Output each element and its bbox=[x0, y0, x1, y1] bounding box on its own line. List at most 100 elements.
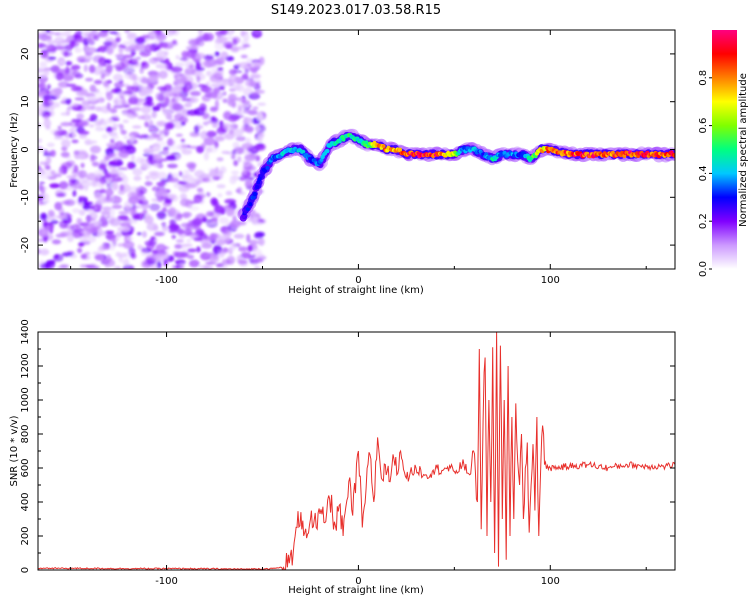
y-tick-label: 0 bbox=[20, 567, 31, 573]
noise-dot bbox=[110, 138, 115, 144]
noise-dot bbox=[251, 221, 264, 226]
noise-dot bbox=[157, 171, 167, 181]
noise-dot bbox=[140, 87, 152, 95]
noise-dot bbox=[230, 76, 238, 84]
noise-dot bbox=[208, 171, 221, 178]
noise-dot bbox=[93, 34, 100, 41]
noise-dot bbox=[246, 233, 251, 243]
track-sample bbox=[245, 207, 250, 211]
noise-dot bbox=[112, 264, 118, 269]
colorbar-scale bbox=[712, 30, 737, 269]
noise-dot bbox=[215, 57, 225, 66]
track-sample bbox=[255, 185, 260, 189]
noise-dot bbox=[203, 177, 215, 183]
noise-dot bbox=[193, 237, 203, 242]
noise-dot bbox=[109, 217, 121, 227]
noise-dot bbox=[171, 263, 176, 269]
noise-dot bbox=[176, 228, 185, 235]
noise-dot bbox=[247, 63, 255, 67]
noise-dot bbox=[225, 190, 233, 196]
noise-dot bbox=[206, 211, 214, 217]
noise-dot bbox=[242, 43, 251, 48]
noise-dot bbox=[231, 170, 240, 175]
noise-dot bbox=[175, 133, 183, 137]
track-sample bbox=[364, 140, 369, 144]
noise-dot bbox=[151, 186, 160, 192]
noise-dot bbox=[50, 219, 59, 225]
noise-dot bbox=[123, 104, 129, 108]
noise-dot bbox=[169, 163, 177, 167]
noise-dot bbox=[65, 30, 73, 33]
noise-dot bbox=[168, 223, 180, 231]
noise-dot bbox=[201, 243, 213, 249]
noise-dot bbox=[85, 264, 97, 269]
noise-dot bbox=[95, 106, 102, 112]
noise-dot bbox=[71, 102, 79, 108]
noise-dot bbox=[107, 153, 116, 158]
noise-dot bbox=[191, 217, 203, 226]
noise-dot bbox=[159, 60, 167, 64]
noise-dot bbox=[199, 103, 207, 112]
noise-dot bbox=[230, 219, 241, 229]
noise-dot bbox=[194, 226, 202, 231]
noise-dot bbox=[186, 49, 197, 59]
noise-dot bbox=[183, 80, 192, 86]
noise-dot bbox=[173, 182, 180, 189]
noise-dot bbox=[140, 249, 148, 256]
noise-dot bbox=[169, 119, 181, 123]
noise-dot bbox=[177, 180, 188, 185]
track-sample bbox=[265, 165, 270, 170]
noise-dot bbox=[149, 172, 159, 181]
noise-dot bbox=[175, 155, 181, 159]
snr-line bbox=[38, 332, 675, 570]
noise-dot bbox=[92, 55, 104, 63]
noise-dot bbox=[54, 201, 63, 211]
track-sample bbox=[381, 144, 386, 149]
noise-dot bbox=[76, 217, 83, 225]
noise-dot bbox=[50, 149, 56, 157]
noise-dot bbox=[77, 247, 83, 254]
noise-dot bbox=[89, 153, 95, 163]
noise-dot bbox=[186, 238, 192, 244]
noise-dot bbox=[66, 83, 77, 87]
noise-dot bbox=[93, 169, 105, 176]
noise-dot bbox=[86, 47, 97, 54]
noise-dot bbox=[238, 176, 250, 181]
noise-dot bbox=[188, 45, 200, 50]
noise-dot bbox=[243, 33, 250, 42]
noise-dot bbox=[212, 233, 220, 242]
noise-dot bbox=[109, 107, 118, 114]
noise-dot bbox=[163, 112, 171, 116]
noise-dot bbox=[123, 83, 130, 88]
noise-dot bbox=[142, 231, 147, 238]
noise-dot bbox=[206, 253, 216, 258]
noise-dot bbox=[152, 162, 162, 168]
noise-dot bbox=[78, 242, 85, 247]
noise-dot bbox=[218, 85, 225, 91]
noise-dot bbox=[79, 209, 86, 216]
noise-dot bbox=[94, 253, 104, 262]
noise-dot bbox=[105, 180, 114, 189]
y-tick-label: 0 bbox=[20, 146, 31, 152]
noise-dot bbox=[116, 123, 124, 128]
noise-dot bbox=[250, 91, 259, 97]
noise-dot bbox=[40, 73, 47, 78]
noise-dot bbox=[98, 180, 105, 189]
noise-dot bbox=[40, 212, 48, 221]
noise-dot bbox=[183, 169, 190, 175]
noise-dot bbox=[233, 160, 239, 167]
noise-dot bbox=[253, 30, 262, 35]
noise-dot bbox=[220, 37, 227, 42]
noise-dot bbox=[181, 244, 187, 253]
noise-dot bbox=[94, 193, 106, 200]
noise-dot bbox=[214, 135, 225, 142]
noise-dot bbox=[220, 51, 229, 60]
noise-dot bbox=[103, 231, 113, 237]
noise-dot bbox=[123, 135, 129, 140]
noise-dot bbox=[179, 251, 189, 258]
noise-dot bbox=[142, 153, 151, 157]
noise-dot bbox=[251, 148, 258, 152]
noise-dot bbox=[134, 36, 146, 45]
noise-dot bbox=[126, 32, 138, 41]
